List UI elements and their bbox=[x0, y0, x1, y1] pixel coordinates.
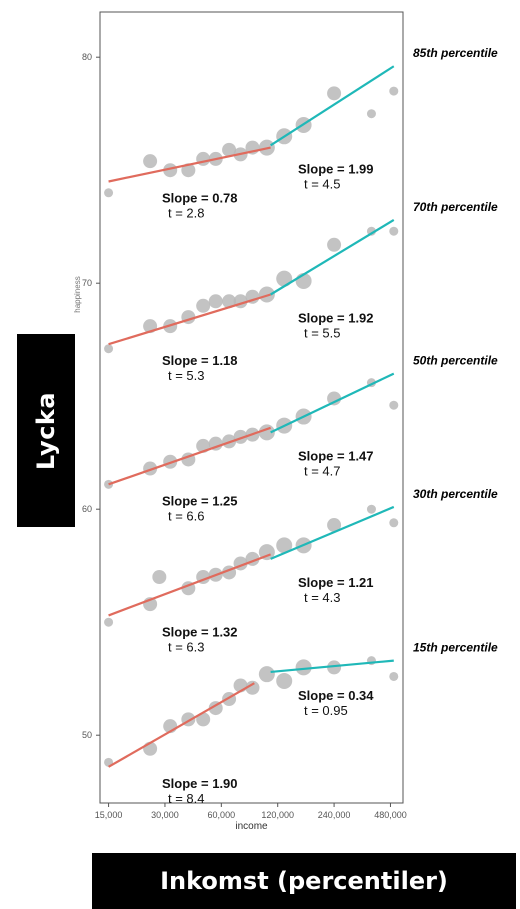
data-point bbox=[196, 712, 211, 727]
low-slope-label: Slope = 0.78 bbox=[162, 191, 238, 206]
high-slope-label: Slope = 0.34 bbox=[298, 688, 374, 703]
low-fit-line bbox=[108, 553, 272, 617]
x-tick-label: 30,000 bbox=[151, 810, 179, 820]
high-slope-label: Slope = 1.92 bbox=[298, 311, 374, 326]
data-point bbox=[222, 142, 237, 157]
data-point bbox=[276, 270, 293, 287]
high-fit-line bbox=[270, 218, 395, 296]
high-fit-line bbox=[270, 659, 394, 674]
data-point bbox=[327, 518, 342, 533]
low-slope-label: Slope = 1.90 bbox=[162, 776, 238, 791]
low-fit-line bbox=[108, 146, 271, 183]
y-tick-label: 70 bbox=[82, 278, 92, 288]
y-tick-label: 50 bbox=[82, 730, 92, 740]
high-t-label: t = 4.7 bbox=[304, 463, 341, 478]
plot-panel bbox=[99, 11, 404, 804]
series-label: 70th percentile bbox=[413, 200, 498, 214]
data-point bbox=[104, 344, 114, 354]
series-label: 15th percentile bbox=[413, 641, 498, 655]
data-point bbox=[163, 163, 178, 178]
x-tick-label: 15,000 bbox=[95, 810, 123, 820]
data-point bbox=[327, 237, 342, 252]
x-tick-label: 60,000 bbox=[208, 810, 236, 820]
high-slope-label: Slope = 1.21 bbox=[298, 575, 374, 590]
low-t-label: t = 6.3 bbox=[168, 639, 205, 654]
data-point bbox=[196, 298, 211, 313]
data-point bbox=[389, 226, 399, 236]
low-t-label: t = 5.3 bbox=[168, 368, 205, 383]
x-tick-label: 240,000 bbox=[318, 810, 351, 820]
data-point bbox=[222, 294, 237, 309]
high-t-label: t = 4.3 bbox=[304, 590, 341, 605]
data-point bbox=[366, 504, 376, 514]
data-point bbox=[389, 518, 399, 528]
data-point bbox=[208, 294, 223, 309]
low-t-label: t = 6.6 bbox=[168, 508, 205, 523]
data-point bbox=[389, 86, 399, 96]
high-fit-line bbox=[270, 505, 395, 560]
y-axis-overlay-text: Lycka bbox=[32, 391, 61, 470]
low-slope-label: Slope = 1.32 bbox=[162, 624, 238, 639]
y-tick-label: 80 bbox=[82, 52, 92, 62]
low-t-label: t = 8.4 bbox=[168, 791, 205, 806]
data-point bbox=[327, 86, 342, 101]
y-tick-label: 60 bbox=[82, 504, 92, 514]
data-point bbox=[366, 109, 376, 119]
y-axis-overlay-label: Lycka bbox=[17, 334, 75, 527]
data-point bbox=[258, 424, 275, 441]
x-axis-overlay-text: Inkomst (percentiler) bbox=[160, 867, 448, 895]
data-point bbox=[152, 570, 167, 584]
high-fit-line bbox=[270, 372, 395, 434]
data-point bbox=[295, 659, 312, 676]
high-t-label: t = 4.5 bbox=[304, 176, 341, 191]
high-t-label: t = 0.95 bbox=[304, 703, 348, 718]
low-slope-label: Slope = 1.25 bbox=[162, 493, 238, 508]
x-axis-title: income bbox=[235, 821, 268, 832]
low-fit-line bbox=[108, 682, 255, 768]
x-tick-label: 120,000 bbox=[261, 810, 294, 820]
series-label: 85th percentile bbox=[413, 46, 498, 60]
data-point bbox=[258, 544, 275, 561]
data-point bbox=[104, 617, 114, 627]
data-point bbox=[276, 672, 293, 689]
data-point bbox=[327, 391, 342, 406]
high-slope-label: Slope = 1.47 bbox=[298, 448, 374, 463]
data-point bbox=[389, 400, 399, 410]
low-fit-line bbox=[108, 426, 271, 486]
low-t-label: t = 2.8 bbox=[168, 206, 205, 221]
high-fit-line bbox=[270, 65, 395, 147]
x-tick-label: 480,000 bbox=[374, 810, 407, 820]
high-t-label: t = 5.5 bbox=[304, 326, 341, 341]
low-fit-line bbox=[108, 293, 271, 346]
low-slope-label: Slope = 1.18 bbox=[162, 353, 238, 368]
data-point bbox=[366, 226, 376, 236]
data-point bbox=[104, 188, 114, 198]
y-axis-title: happiness bbox=[73, 276, 82, 312]
series-label: 50th percentile bbox=[413, 354, 498, 368]
data-point bbox=[181, 163, 196, 178]
data-point bbox=[389, 671, 399, 681]
high-slope-label: Slope = 1.99 bbox=[298, 161, 374, 176]
data-point bbox=[245, 680, 260, 695]
data-point bbox=[258, 286, 275, 303]
data-point bbox=[258, 666, 275, 683]
data-point bbox=[143, 154, 158, 169]
series-label: 30th percentile bbox=[413, 487, 498, 501]
data-point bbox=[327, 660, 342, 675]
x-axis-overlay-label: Inkomst (percentiler) bbox=[92, 853, 516, 909]
data-point bbox=[276, 537, 293, 554]
